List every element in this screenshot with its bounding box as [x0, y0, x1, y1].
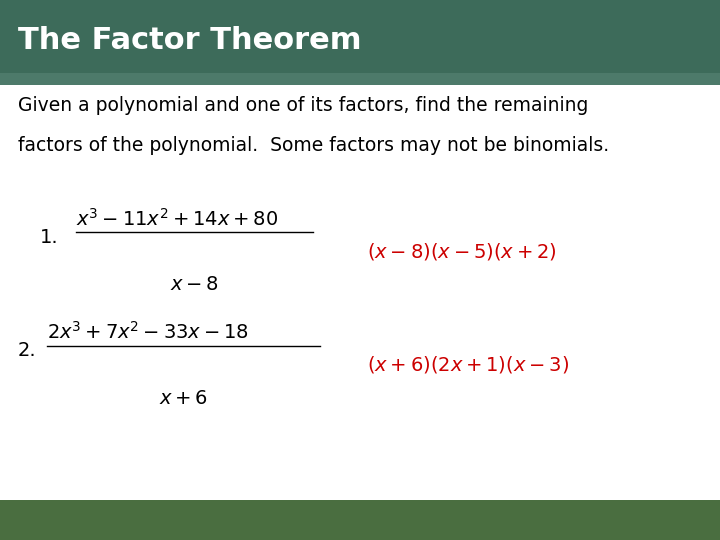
Text: $x - 8$: $x - 8$: [170, 275, 219, 294]
Text: $(x + 6)(2x + 1)(x - 3)$: $(x + 6)(2x + 1)(x - 3)$: [367, 354, 570, 375]
Text: The Factor Theorem: The Factor Theorem: [18, 25, 361, 55]
Text: $x + 6$: $x + 6$: [159, 389, 208, 408]
Text: $2x^3 + 7x^2 - 33x - 18$: $2x^3 + 7x^2 - 33x - 18$: [47, 321, 248, 343]
Text: 1.: 1.: [40, 228, 58, 247]
Text: Given a polynomial and one of its factors, find the remaining: Given a polynomial and one of its factor…: [18, 96, 588, 114]
Text: factors of the polynomial.  Some factors may not be binomials.: factors of the polynomial. Some factors …: [18, 136, 609, 155]
Text: $x^3 - 11x^2 + 14x + 80$: $x^3 - 11x^2 + 14x + 80$: [76, 207, 278, 230]
Text: $(x - 8)(x - 5)(x + 2)$: $(x - 8)(x - 5)(x + 2)$: [367, 241, 557, 261]
Text: 2.: 2.: [18, 341, 37, 361]
